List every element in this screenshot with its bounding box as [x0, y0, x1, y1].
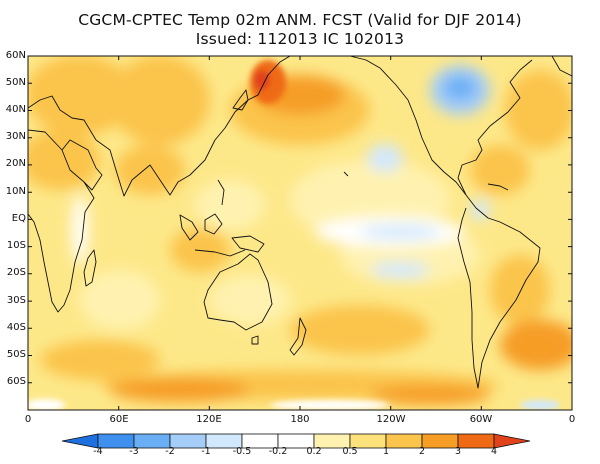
- lat-label: 20S: [6, 267, 26, 278]
- coastlines: [28, 56, 572, 389]
- colorbar-tick: -4: [93, 446, 103, 457]
- anomaly-field: [28, 56, 572, 410]
- colorbar-tick: -0.2: [268, 446, 288, 457]
- lon-label: 120W: [376, 414, 406, 425]
- lat-label: 60S: [6, 376, 26, 387]
- lat-label: 60N: [5, 50, 26, 61]
- colorbar-tick: -0.5: [232, 446, 252, 457]
- colorbar-tick: 0.5: [342, 446, 358, 457]
- lat-label: 40S: [6, 322, 26, 333]
- colorbar-tick: 4: [490, 446, 498, 457]
- lat-label: 50S: [6, 349, 26, 360]
- lat-label: 20N: [5, 158, 26, 169]
- lon-label: 120E: [196, 414, 222, 425]
- colorbar-tick: 0.2: [306, 446, 322, 457]
- colorbar-seg-13: [493, 433, 531, 449]
- lat-label: 50N: [5, 77, 26, 88]
- lat-label: 10S: [6, 240, 26, 251]
- colorbar: [61, 433, 531, 449]
- lon-label: 60E: [109, 414, 129, 425]
- colorbar-tick: -2: [165, 446, 175, 457]
- colorbar-tick: -3: [129, 446, 139, 457]
- axis-ticks: [28, 55, 572, 411]
- lon-label: 180: [290, 414, 310, 425]
- colorbar-tick: -1: [201, 446, 211, 457]
- lat-label: 10N: [5, 186, 26, 197]
- colorbar-tick: 2: [418, 446, 426, 457]
- map-title: CGCM-CPTEC Temp 02m ANM. FCST (Valid for…: [78, 11, 522, 29]
- colorbar-tick: 3: [454, 446, 462, 457]
- lon-label: 0: [24, 414, 32, 425]
- lon-label: 60W: [469, 414, 493, 425]
- lon-label: 0: [568, 414, 576, 425]
- lat-label: 40N: [5, 104, 26, 115]
- lat-label: 30S: [6, 295, 26, 306]
- colorbar-tick: 1: [382, 446, 390, 457]
- lat-label: EQ: [11, 213, 26, 224]
- map-subtitle: Issued: 112013 IC 102013: [195, 30, 405, 48]
- lat-label: 30N: [5, 131, 26, 142]
